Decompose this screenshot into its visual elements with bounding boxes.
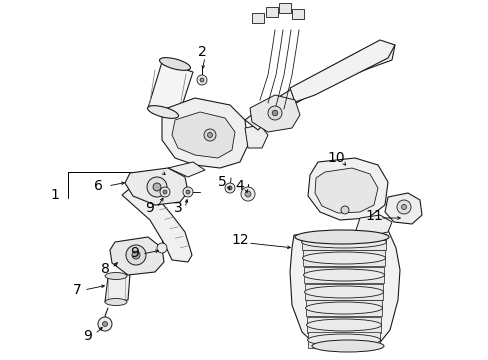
Text: 1: 1: [50, 188, 60, 202]
Polygon shape: [303, 250, 384, 266]
Polygon shape: [249, 95, 299, 132]
Polygon shape: [279, 3, 290, 13]
Polygon shape: [148, 62, 193, 118]
Polygon shape: [305, 300, 381, 316]
Circle shape: [183, 187, 193, 197]
Circle shape: [126, 245, 146, 265]
Polygon shape: [307, 158, 387, 220]
Text: 11: 11: [365, 209, 382, 223]
Ellipse shape: [159, 58, 190, 70]
Ellipse shape: [302, 252, 385, 264]
Text: 3: 3: [173, 201, 182, 215]
Polygon shape: [291, 9, 304, 19]
Circle shape: [197, 75, 206, 85]
Circle shape: [102, 321, 107, 327]
Polygon shape: [304, 267, 383, 283]
Ellipse shape: [311, 340, 383, 352]
Circle shape: [147, 177, 167, 197]
Ellipse shape: [306, 319, 381, 331]
Ellipse shape: [301, 236, 386, 248]
Circle shape: [132, 251, 140, 259]
Circle shape: [163, 190, 167, 194]
Text: 8: 8: [101, 262, 109, 276]
Circle shape: [157, 243, 167, 253]
Ellipse shape: [105, 273, 127, 279]
Polygon shape: [289, 40, 394, 102]
Polygon shape: [289, 230, 399, 347]
Polygon shape: [125, 168, 187, 205]
Polygon shape: [122, 183, 192, 262]
Polygon shape: [355, 215, 391, 236]
Ellipse shape: [305, 302, 382, 314]
Circle shape: [185, 190, 190, 194]
Ellipse shape: [304, 286, 383, 298]
Text: 9: 9: [145, 201, 154, 215]
Circle shape: [244, 191, 250, 197]
Text: 10: 10: [326, 151, 344, 165]
Text: 7: 7: [73, 283, 81, 297]
Polygon shape: [305, 284, 382, 300]
Circle shape: [241, 187, 254, 201]
Polygon shape: [384, 193, 421, 224]
Polygon shape: [172, 112, 235, 158]
Text: 12: 12: [231, 233, 248, 247]
Polygon shape: [265, 7, 278, 17]
Polygon shape: [244, 125, 267, 148]
Ellipse shape: [105, 298, 127, 306]
Polygon shape: [110, 237, 163, 275]
Text: 5: 5: [217, 175, 226, 189]
Circle shape: [340, 206, 348, 214]
Circle shape: [224, 183, 235, 193]
Polygon shape: [306, 317, 380, 333]
Text: 9: 9: [83, 329, 92, 343]
Polygon shape: [168, 162, 204, 177]
Polygon shape: [314, 168, 377, 213]
Polygon shape: [302, 234, 385, 250]
Circle shape: [200, 78, 203, 82]
Circle shape: [203, 129, 216, 141]
Circle shape: [401, 204, 406, 210]
Circle shape: [227, 186, 231, 190]
Ellipse shape: [307, 334, 380, 346]
Polygon shape: [251, 13, 264, 23]
Polygon shape: [162, 98, 247, 168]
Text: 9: 9: [130, 246, 139, 260]
Circle shape: [396, 200, 410, 214]
Ellipse shape: [303, 269, 384, 281]
Ellipse shape: [147, 105, 178, 118]
Circle shape: [98, 317, 112, 331]
Circle shape: [207, 132, 212, 138]
Polygon shape: [307, 332, 379, 348]
Circle shape: [153, 183, 161, 191]
Text: 4: 4: [235, 179, 244, 193]
Text: 2: 2: [197, 45, 206, 59]
Polygon shape: [244, 42, 394, 130]
Ellipse shape: [294, 230, 388, 244]
Text: 6: 6: [93, 179, 102, 193]
Circle shape: [272, 110, 277, 116]
Circle shape: [160, 187, 170, 197]
Polygon shape: [105, 274, 130, 302]
Circle shape: [267, 106, 282, 120]
